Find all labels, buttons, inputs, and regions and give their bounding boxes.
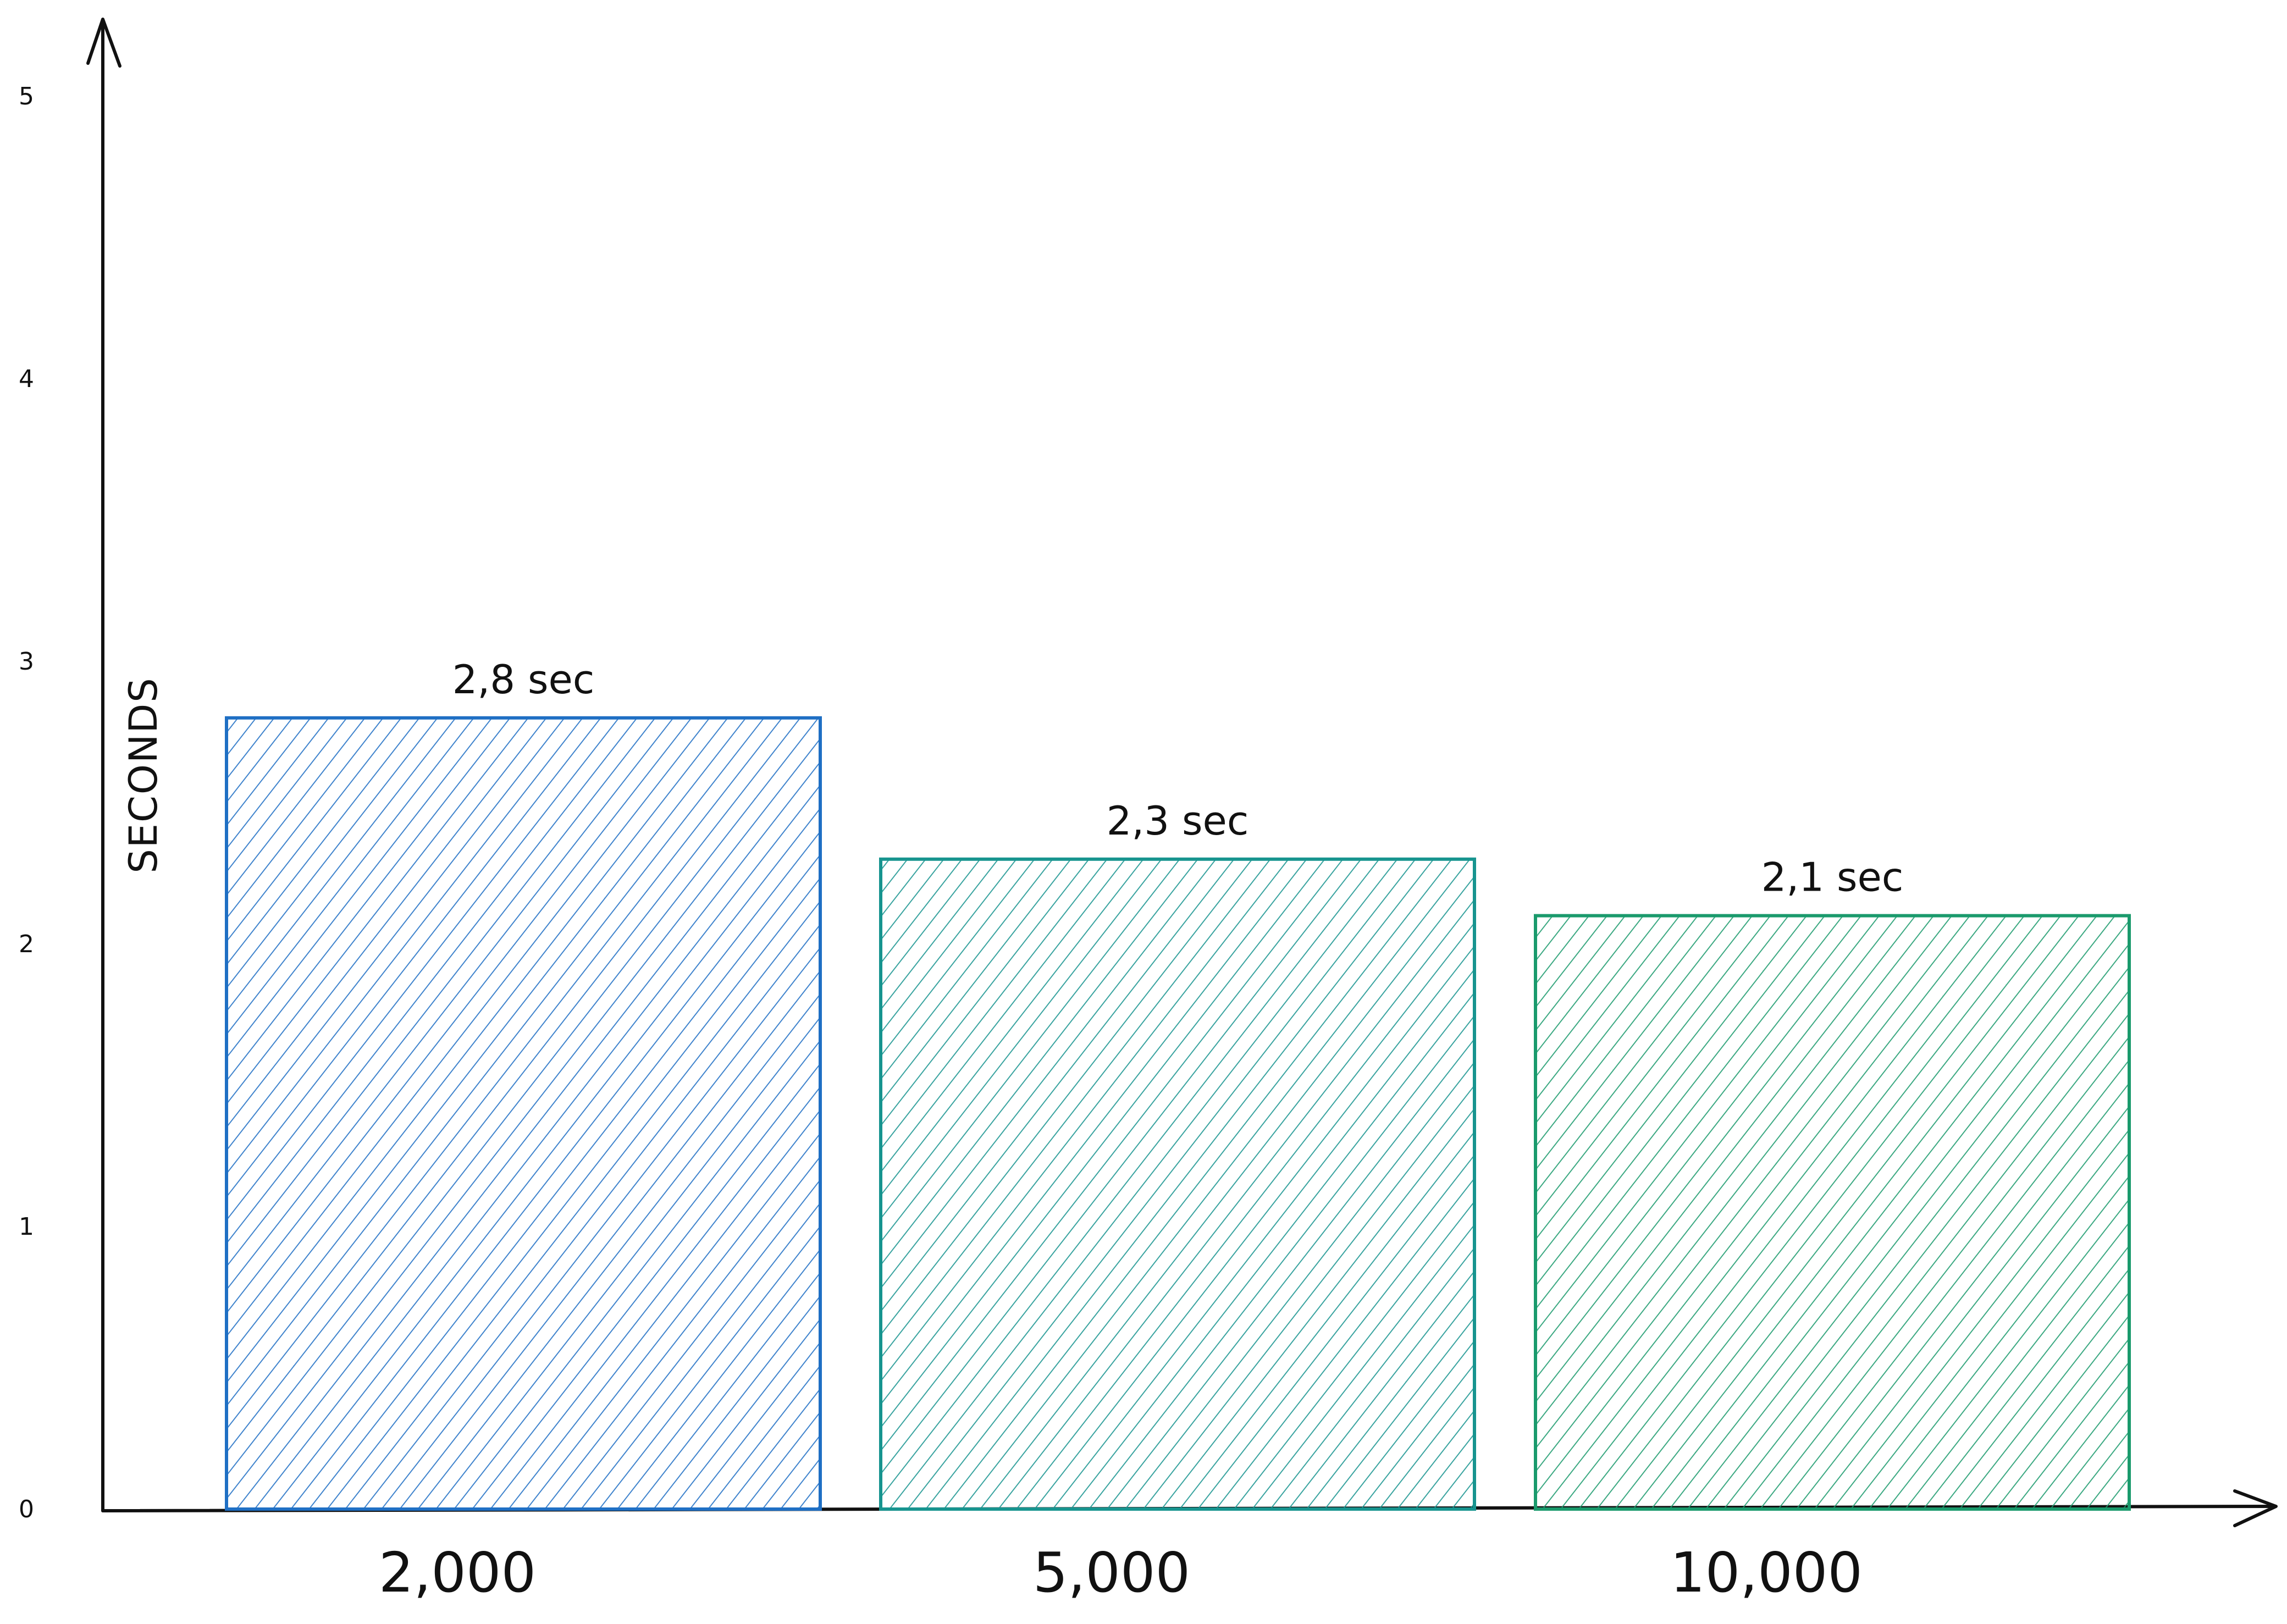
- x-tick-label: 5,000: [1033, 1540, 1190, 1605]
- y-tick-label: 5: [19, 82, 34, 111]
- y-tick-labels: 0 1 2 3 4 5: [19, 82, 34, 1523]
- bar-value-label: 2,3 sec: [1107, 798, 1249, 844]
- y-axis-title: SECONDS: [121, 677, 166, 873]
- bar-value-label: 2,8 sec: [452, 656, 595, 703]
- bar-value-label: 2,1 sec: [1761, 854, 1904, 901]
- bar: [879, 857, 1476, 1511]
- x-tick-label: 2,000: [379, 1540, 536, 1605]
- bar: [1534, 914, 2131, 1511]
- x-tick-label: 10,000: [1670, 1540, 1863, 1605]
- x-axis-arrow: [2233, 1489, 2278, 1527]
- y-tick-label: 1: [19, 1213, 34, 1241]
- bar: [225, 716, 822, 1511]
- bar-value-labels: 2,8 sec 2,3 sec 2,1 sec: [452, 656, 1904, 901]
- category-labels: 2,000 5,000 10,000: [379, 1540, 1863, 1605]
- y-axis-arrow: [86, 18, 121, 68]
- y-tick-label: 0: [19, 1495, 34, 1523]
- y-tick-label: 3: [19, 648, 34, 676]
- y-tick-label: 2: [19, 930, 34, 958]
- y-tick-label: 4: [19, 365, 34, 393]
- bars: [225, 716, 2131, 1511]
